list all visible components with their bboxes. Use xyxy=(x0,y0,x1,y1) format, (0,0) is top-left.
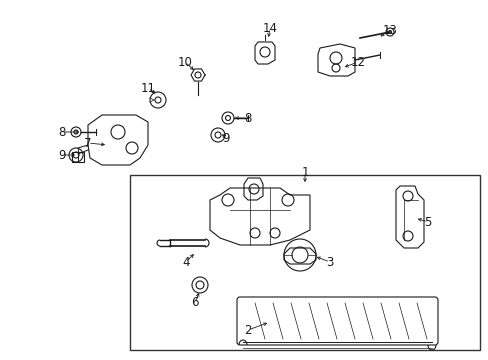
Text: 11: 11 xyxy=(140,81,155,95)
Text: 2: 2 xyxy=(244,324,251,337)
Text: 3: 3 xyxy=(325,256,333,269)
Text: 4: 4 xyxy=(182,256,189,269)
Text: 13: 13 xyxy=(382,23,397,36)
Text: 5: 5 xyxy=(424,216,431,229)
Text: 12: 12 xyxy=(350,55,365,68)
Bar xyxy=(72,152,84,162)
Text: 8: 8 xyxy=(244,112,251,125)
Text: 7: 7 xyxy=(84,136,92,149)
Text: 14: 14 xyxy=(262,22,277,35)
Text: 8: 8 xyxy=(58,126,65,139)
Text: 9: 9 xyxy=(58,149,65,162)
Text: 10: 10 xyxy=(177,55,192,68)
Text: 9: 9 xyxy=(222,131,229,144)
Bar xyxy=(130,175,479,350)
Text: 1: 1 xyxy=(301,166,308,179)
Text: 6: 6 xyxy=(191,297,198,310)
